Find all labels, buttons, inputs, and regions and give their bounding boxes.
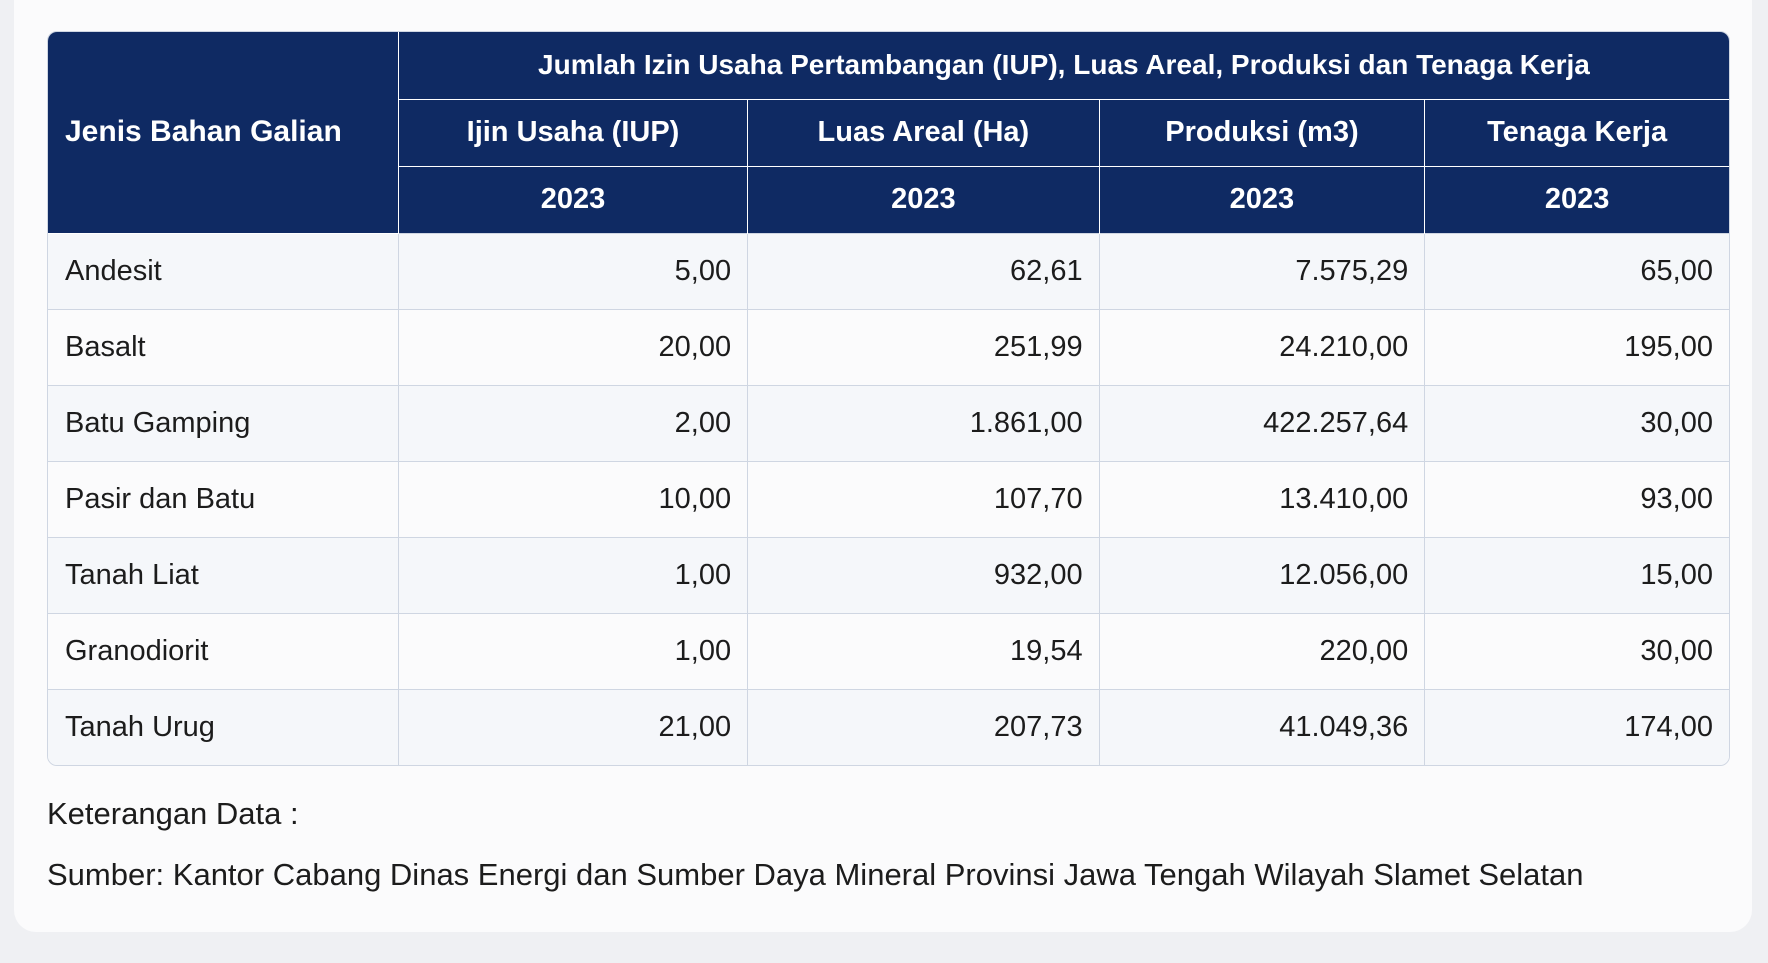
group-header: Jumlah Izin Usaha Pertambangan (IUP), Lu… xyxy=(398,32,1729,100)
row-name: Tanah Urug xyxy=(48,688,399,765)
cell-produksi: 41.049,36 xyxy=(1099,688,1426,765)
cell-produksi: 7.575,29 xyxy=(1099,232,1426,309)
cell-luas-areal: 19,54 xyxy=(747,612,1100,689)
cell-iup: 5,00 xyxy=(398,232,749,309)
mining-data-table: Jenis Bahan Galian Jumlah Izin Usaha Per… xyxy=(48,32,1729,765)
cell-tenaga-kerja: 30,00 xyxy=(1424,612,1729,689)
cell-tenaga-kerja: 65,00 xyxy=(1424,232,1729,309)
table-row: Granodiorit 1,00 19,54 220,00 30,00 xyxy=(48,612,1729,689)
cell-iup: 1,00 xyxy=(398,612,749,689)
cell-produksi: 12.056,00 xyxy=(1099,536,1426,613)
cell-iup: 1,00 xyxy=(398,536,749,613)
row-header-label: Jenis Bahan Galian xyxy=(48,32,399,234)
content-card: Jenis Bahan Galian Jumlah Izin Usaha Per… xyxy=(14,0,1752,932)
cell-tenaga-kerja: 195,00 xyxy=(1424,308,1729,385)
table-body: Andesit 5,00 62,61 7.575,29 65,00 Basalt… xyxy=(48,232,1729,765)
column-header-produksi: Produksi (m3) xyxy=(1099,99,1426,167)
cell-luas-areal: 107,70 xyxy=(747,460,1100,537)
table-header: Jenis Bahan Galian Jumlah Izin Usaha Per… xyxy=(48,32,1729,234)
row-name: Granodiorit xyxy=(48,612,399,689)
table-row: Tanah Liat 1,00 932,00 12.056,00 15,00 xyxy=(48,536,1729,613)
year-header: 2023 xyxy=(398,166,749,233)
table-row: Tanah Urug 21,00 207,73 41.049,36 174,00 xyxy=(48,688,1729,765)
cell-luas-areal: 932,00 xyxy=(747,536,1100,613)
table-row: Basalt 20,00 251,99 24.210,00 195,00 xyxy=(48,308,1729,385)
cell-luas-areal: 1.861,00 xyxy=(747,384,1100,461)
cell-luas-areal: 62,61 xyxy=(747,232,1100,309)
cell-produksi: 24.210,00 xyxy=(1099,308,1426,385)
data-table-container: Jenis Bahan Galian Jumlah Izin Usaha Per… xyxy=(47,31,1730,766)
cell-tenaga-kerja: 174,00 xyxy=(1424,688,1729,765)
cell-tenaga-kerja: 15,00 xyxy=(1424,536,1729,613)
cell-produksi: 220,00 xyxy=(1099,612,1426,689)
cell-iup: 2,00 xyxy=(398,384,749,461)
column-header-tenaga-kerja: Tenaga Kerja xyxy=(1424,99,1729,167)
cell-luas-areal: 251,99 xyxy=(747,308,1100,385)
cell-produksi: 422.257,64 xyxy=(1099,384,1426,461)
table-row: Andesit 5,00 62,61 7.575,29 65,00 xyxy=(48,232,1729,309)
notes-source: Sumber: Kantor Cabang Dinas Energi dan S… xyxy=(47,857,1584,892)
row-name: Batu Gamping xyxy=(48,384,399,461)
table-row: Batu Gamping 2,00 1.861,00 422.257,64 30… xyxy=(48,384,1729,461)
notes-title: Keterangan Data : xyxy=(47,796,299,831)
year-header: 2023 xyxy=(1099,166,1426,233)
table-row: Pasir dan Batu 10,00 107,70 13.410,00 93… xyxy=(48,460,1729,537)
row-name: Pasir dan Batu xyxy=(48,460,399,537)
cell-tenaga-kerja: 93,00 xyxy=(1424,460,1729,537)
cell-produksi: 13.410,00 xyxy=(1099,460,1426,537)
cell-iup: 21,00 xyxy=(398,688,749,765)
cell-iup: 20,00 xyxy=(398,308,749,385)
column-header-luas-areal: Luas Areal (Ha) xyxy=(747,99,1100,167)
row-name: Basalt xyxy=(48,308,399,385)
row-name: Andesit xyxy=(48,232,399,309)
column-header-iup: Ijin Usaha (IUP) xyxy=(398,99,749,167)
cell-luas-areal: 207,73 xyxy=(747,688,1100,765)
row-name: Tanah Liat xyxy=(48,536,399,613)
year-header: 2023 xyxy=(747,166,1100,233)
cell-iup: 10,00 xyxy=(398,460,749,537)
cell-tenaga-kerja: 30,00 xyxy=(1424,384,1729,461)
year-header: 2023 xyxy=(1424,166,1729,233)
